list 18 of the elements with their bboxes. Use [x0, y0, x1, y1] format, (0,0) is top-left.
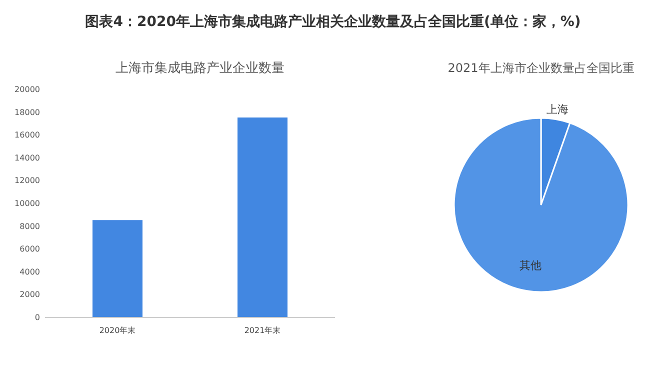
x-tick-label: 2021年末 — [244, 326, 281, 335]
chart-subtitle: 上海市集成电路产业企业数量 — [116, 61, 284, 76]
y-tick-label: 8000 — [20, 222, 40, 231]
y-tick-label: 12000 — [14, 176, 40, 186]
x-tick-label: 2020年末 — [99, 326, 136, 335]
y-tick-label: 2000 — [20, 290, 40, 300]
y-tick-label: 4000 — [20, 267, 40, 276]
y-tick-label: 14000 — [14, 153, 40, 162]
y-tick-label: 0 — [34, 313, 40, 322]
y-tick-label: 10000 — [14, 199, 40, 208]
y-tick-label: 6000 — [20, 244, 40, 254]
slice-label: 其他 — [520, 259, 542, 272]
chart-title: 2021年上海市企业数量占全国比重 — [448, 61, 634, 75]
y-tick-label: 20000 — [14, 85, 40, 94]
y-tick-label: 16000 — [14, 130, 40, 140]
y-tick-label: 18000 — [14, 108, 40, 117]
chart-title: 图表4：2020年上海市集成电路产业相关企业数量及占全国比重(单位：家，%) — [85, 13, 581, 30]
slice-label: 上海 — [546, 102, 568, 116]
